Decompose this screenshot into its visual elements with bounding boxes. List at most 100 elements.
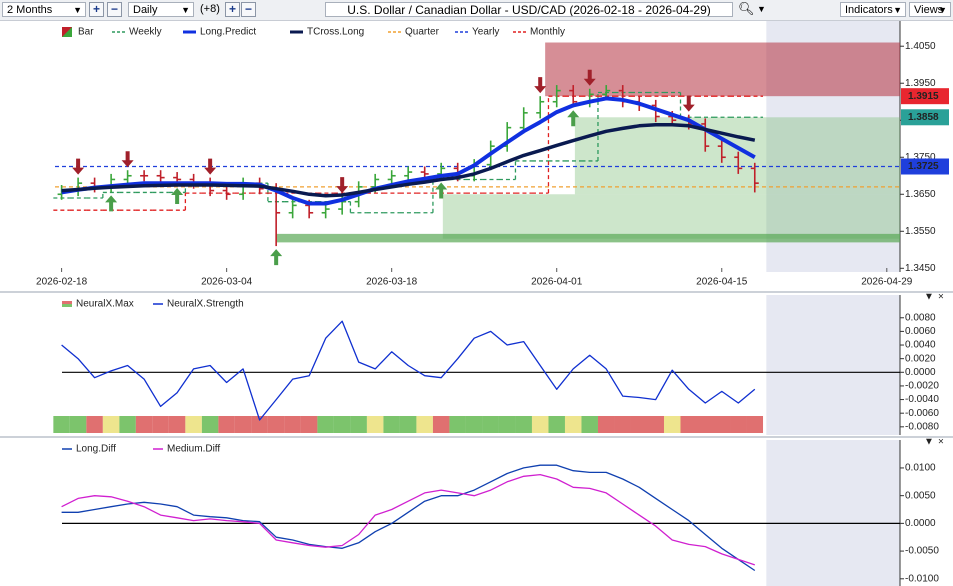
y-tick-label: -0.0050 — [905, 546, 939, 557]
indicators-button[interactable]: Indicators ▼ — [840, 2, 906, 17]
state-cell — [119, 416, 136, 433]
state-cell — [152, 416, 169, 433]
y-tick-label: 0.0020 — [905, 353, 936, 364]
sell-signal — [682, 95, 695, 112]
panel-menu-icon: ▼ — [924, 437, 934, 448]
y-tick-label: -0.0020 — [905, 381, 939, 392]
x-tick-label: 2026-04-29 — [861, 277, 913, 288]
panel-close-icon: × — [938, 437, 944, 448]
legend-label: TCross.Long — [307, 27, 364, 38]
interval-select[interactable]: Daily ▼ — [128, 2, 194, 17]
sell-signal — [336, 177, 349, 194]
state-cell — [267, 416, 285, 433]
state-cell — [498, 416, 516, 433]
dropdown-arrow: ▼ — [73, 5, 82, 15]
state-cell — [53, 416, 70, 433]
series-line — [61, 96, 756, 206]
dropdown-arrow: ▼ — [181, 5, 190, 15]
y-tick-label: 0.0060 — [905, 326, 936, 337]
y-tick-label: 1.3650 — [905, 189, 936, 200]
range-text: 2 Months — [7, 4, 53, 16]
state-cell — [234, 416, 252, 433]
legend-label: Bar — [78, 27, 94, 38]
state-cell — [416, 416, 433, 433]
state-cell — [284, 416, 301, 433]
state-cell — [531, 416, 549, 433]
panel-close-icon: × — [938, 292, 944, 303]
views-button[interactable]: Views ▼ — [909, 2, 951, 17]
price-zone — [545, 42, 900, 97]
state-cell — [548, 416, 565, 433]
views-text: Views — [914, 4, 944, 16]
price-zone — [442, 194, 900, 239]
x-tick-label: 2026-04-01 — [531, 277, 583, 288]
price-label: 1.3915 — [908, 91, 939, 102]
state-cell — [251, 416, 268, 433]
dropdown-arrow: ▼ — [893, 5, 902, 15]
buy-signal — [435, 182, 448, 199]
state-cell — [713, 416, 731, 433]
range-select[interactable]: 2 Months ▼ — [2, 2, 86, 17]
y-tick-label: 0.0050 — [905, 490, 936, 501]
state-cell — [630, 416, 648, 433]
price-label: 1.3725 — [908, 161, 939, 172]
y-tick-label: 0.0000 — [905, 367, 936, 378]
price-label-box — [901, 158, 949, 175]
state-cell — [185, 416, 202, 433]
state-cell — [449, 416, 466, 433]
price-label: 1.3858 — [908, 112, 939, 123]
symbol-field[interactable]: U.S. Dollar / Canadian Dollar - USD/CAD … — [325, 2, 733, 17]
toolbar: 2 Months ▼ + − Daily ▼ (+8) + − U.S. Dolla… — [0, 0, 953, 21]
series-line — [61, 473, 756, 566]
y-tick-label: 1.3450 — [905, 263, 936, 274]
y-tick-label: 0.0040 — [905, 340, 936, 351]
y-tick-label: 1.3950 — [905, 78, 936, 89]
sell-signal — [204, 158, 217, 175]
state-cell — [614, 416, 631, 433]
state-cell — [201, 416, 219, 433]
state-cell — [581, 416, 598, 433]
indicators-text: Indicators — [845, 4, 893, 16]
series-line — [61, 122, 756, 198]
panel-menu-icon: ▼ — [924, 292, 934, 303]
state-cell — [564, 416, 582, 433]
state-cell — [597, 416, 615, 433]
symbol-menu-arrow[interactable]: ▼ — [757, 4, 766, 14]
y-tick-label: 1.3750 — [905, 152, 936, 163]
x-tick-label: 2026-03-18 — [366, 277, 418, 288]
y-tick-label: -0.0100 — [905, 573, 939, 584]
y-tick-label: -0.0060 — [905, 408, 939, 419]
state-cell — [647, 416, 664, 433]
state-cell — [746, 416, 764, 433]
price-zone — [276, 233, 900, 243]
state-cell — [69, 416, 87, 433]
state-cell — [680, 416, 698, 433]
search-icon[interactable]: 🔍︎ — [738, 1, 755, 16]
y-tick-label: 0.0000 — [905, 518, 936, 529]
x-tick-label: 2026-02-18 — [36, 277, 88, 288]
legend-swatch — [62, 304, 72, 307]
y-tick-label: -0.0040 — [905, 394, 939, 405]
legend-label: Yearly — [472, 27, 499, 38]
legend-swatch — [62, 27, 72, 37]
offset-plus-button[interactable]: + — [225, 2, 240, 17]
state-cell — [350, 416, 367, 433]
state-cell — [730, 416, 747, 433]
sell-signal — [534, 77, 547, 94]
legend-label: Medium.Diff — [167, 444, 220, 455]
state-cell — [399, 416, 417, 433]
state-cell — [383, 416, 400, 433]
y-tick-label: 0.0080 — [905, 312, 936, 323]
symbol-text: U.S. Dollar / Canadian Dollar - USD/CAD … — [347, 3, 711, 17]
state-cell — [663, 416, 681, 433]
x-tick-label: 2026-03-04 — [201, 277, 253, 288]
offset-minus-button[interactable]: − — [241, 2, 256, 17]
price-zone — [574, 117, 900, 195]
state-cell — [86, 416, 103, 433]
legend-label: Weekly — [129, 27, 162, 38]
zoom-in-button[interactable]: + — [89, 2, 104, 17]
sell-signal — [121, 151, 134, 168]
x-tick-label: 2026-04-15 — [696, 277, 748, 288]
zoom-out-button[interactable]: − — [107, 2, 122, 17]
